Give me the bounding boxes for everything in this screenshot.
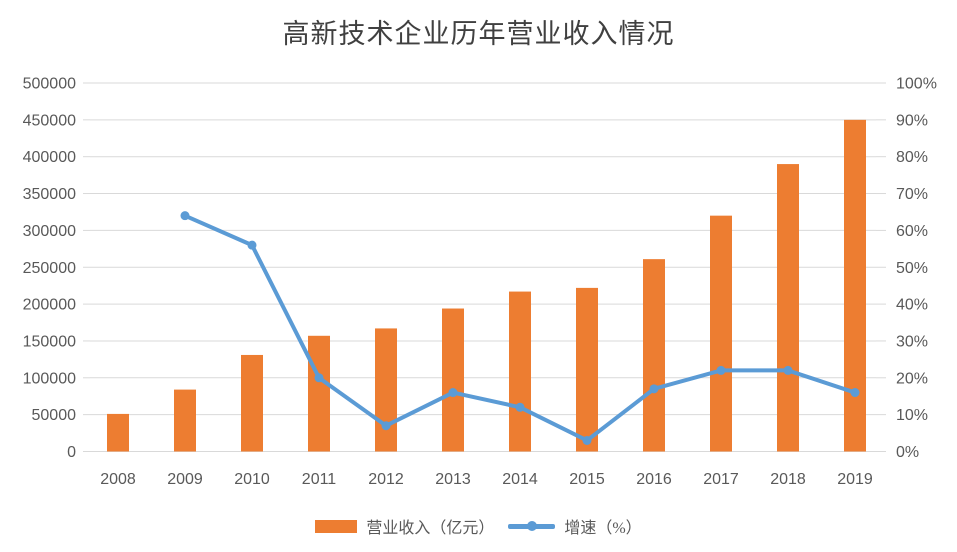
x-axis-label-2019: 2019	[837, 471, 873, 488]
growth-marker-2015	[582, 435, 592, 445]
growth-marker-2017	[716, 365, 726, 375]
revenue-bar-2008	[107, 413, 129, 452]
x-axis-label-2017: 2017	[703, 471, 739, 488]
chart-title: 高新技术企业历年营业收入情况	[282, 19, 675, 49]
right-axis-label: 90%	[896, 112, 928, 129]
left-axis-label: 50000	[32, 407, 77, 424]
left-axis-label: 300000	[23, 223, 76, 240]
left-axis-label: 400000	[23, 149, 76, 166]
legend-revenue-label: 营业收入（亿元）	[366, 520, 495, 537]
x-axis-label-2015: 2015	[569, 471, 605, 488]
revenue-bar-2010	[241, 354, 263, 452]
right-axis-label: 100%	[896, 76, 937, 93]
growth-marker-2018	[783, 365, 793, 375]
right-axis-label: 10%	[896, 407, 928, 424]
growth-marker-2010	[247, 240, 257, 250]
revenue-bar-2017	[710, 215, 732, 452]
right-axis-label: 70%	[896, 186, 928, 203]
x-axis-label-2016: 2016	[636, 471, 672, 488]
left-axis-label: 450000	[23, 112, 76, 129]
x-axis-label-2008: 2008	[100, 471, 136, 488]
x-axis-label-2011: 2011	[302, 471, 337, 488]
right-axis-label: 0%	[896, 444, 919, 461]
growth-marker-2014	[515, 402, 525, 412]
revenue-bar-2014	[509, 291, 531, 452]
right-axis-label: 40%	[896, 297, 928, 314]
left-axis-label: 150000	[23, 333, 76, 350]
right-axis-label: 80%	[896, 149, 928, 166]
x-axis-label-2014: 2014	[502, 471, 538, 488]
growth-marker-2013	[448, 388, 458, 398]
x-axis-label-2013: 2013	[435, 471, 471, 488]
revenue-bar-2012	[375, 328, 397, 452]
legend-line-swatch-icon	[508, 521, 556, 531]
revenue-bar-2013	[442, 308, 464, 452]
x-axis-label-2009: 2009	[167, 471, 203, 488]
growth-marker-2012	[381, 421, 391, 431]
revenue-bar-2009	[174, 389, 196, 452]
legend-item-growth: 增速（%）	[508, 514, 642, 538]
revenue-bar-2016	[643, 259, 665, 452]
right-axis-label: 20%	[896, 370, 928, 387]
left-axis-label: 100000	[23, 370, 76, 387]
chart-legend: 营业收入（亿元） 增速（%）	[0, 511, 957, 541]
revenue-bar-2018	[777, 164, 799, 452]
left-axis-label: 200000	[23, 297, 76, 314]
x-axis-label-2018: 2018	[770, 471, 806, 488]
left-axis-label: 0	[67, 444, 76, 461]
revenue-bar-2015	[576, 287, 598, 452]
right-axis-label: 30%	[896, 333, 928, 350]
growth-marker-2019	[850, 388, 860, 398]
x-axis-label-2012: 2012	[368, 471, 404, 488]
x-axis-label-2010: 2010	[234, 471, 270, 488]
left-axis-label: 500000	[23, 76, 76, 93]
legend-line-marker-icon	[527, 521, 538, 531]
revenue-bar-2019	[844, 119, 866, 452]
left-axis-label: 350000	[23, 186, 76, 203]
right-axis-label: 50%	[896, 260, 928, 277]
legend-growth-label: 增速（%）	[564, 520, 642, 537]
growth-marker-2016	[649, 384, 659, 394]
legend-item-revenue: 营业收入（亿元）	[315, 514, 494, 538]
revenue-bar-2011	[308, 335, 330, 452]
right-axis-label: 60%	[896, 223, 928, 240]
legend-bar-swatch-icon	[315, 519, 358, 533]
left-axis-label: 250000	[23, 260, 76, 277]
growth-marker-2011	[314, 373, 324, 383]
growth-marker-2009	[180, 211, 190, 221]
